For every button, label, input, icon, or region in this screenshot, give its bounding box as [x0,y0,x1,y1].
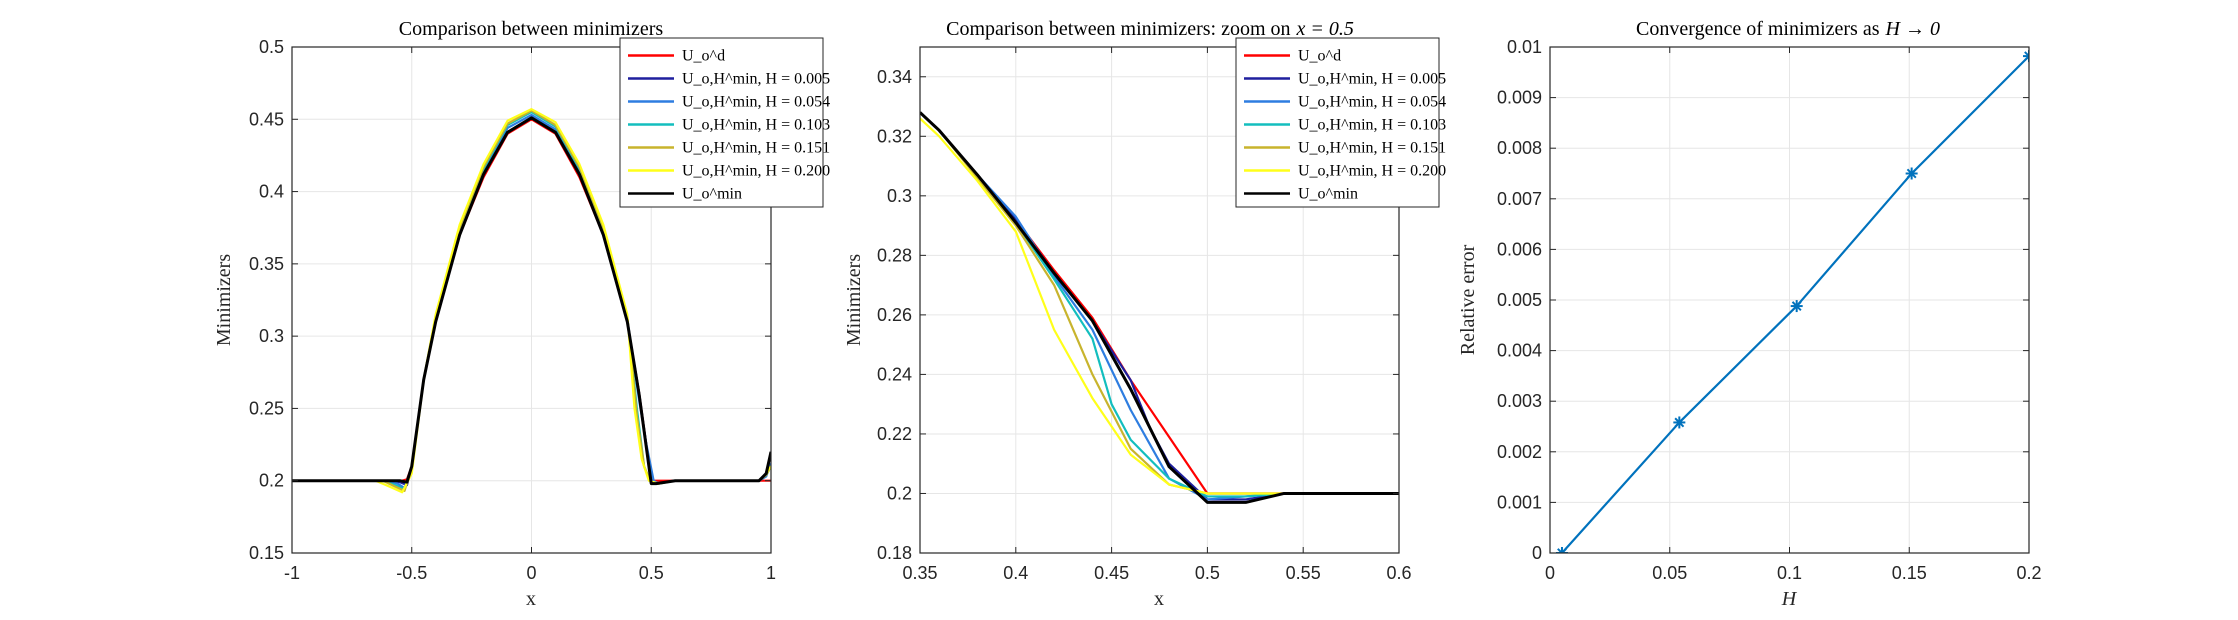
legend-entry: U_o^d [1298,48,1341,65]
legend-entry: U_o,H^min, H = 0.054 [682,94,830,111]
data-point-marker [1790,300,1803,313]
chart-title-main: Comparison between minimizers: zoom on [946,18,1290,40]
x-tick-label: -1 [284,563,300,583]
data-point-marker [1555,547,1568,553]
x-tick-label: 0.5 [639,563,664,583]
legend-entry: U_o,H^min, H = 0.005 [682,71,830,88]
y-tick-label: 0 [1532,543,1542,563]
y-tick-label: 0.2 [887,483,912,503]
x-tick-label: 0.5 [1195,563,1220,583]
chart-title: Comparison between minimizers: zoom on x … [946,18,1354,40]
x-tick-label: 0 [1545,563,1555,583]
legend: U_o^d U_o,H^min, H = 0.005 U_o,H^min, H = … [1235,37,1446,208]
x-tick-label: 0.05 [1652,563,1687,583]
y-tick-label: 0.18 [877,543,912,563]
x-tick-label: 0.6 [1386,563,1411,583]
axes-box [919,46,1400,554]
y-tick-label: 0.009 [1497,88,1542,108]
legend-entry: U_o,H^min, H = 0.151 [1298,140,1446,157]
x-tick-label: 0.45 [1094,563,1129,583]
series-group [292,108,771,494]
x-tick-label: 0.1 [1777,563,1802,583]
y-axis-label: Minimizers [843,254,865,346]
legend-entry: U_o^d [682,48,725,65]
ticks: 0.35 0.4 0.45 0.5 0.55 0.6 0.18 0.2 0.22 0.24 0.26… [877,47,1412,583]
legend-entry: U_o,H^min, H = 0.151 [682,140,830,157]
y-tick-label: 0.5 [259,37,284,57]
ticks: -1 -0.5 0 0.5 1 0.15 0.2 0.25 0.3 0.35 0.4 0.45 0.5 [249,37,776,583]
y-tick-label: 0.4 [259,182,284,202]
y-tick-label: 0.26 [877,305,912,325]
series-line-6 [920,111,1399,504]
series-line-6 [292,116,771,486]
y-tick-label: 0.004 [1497,341,1542,361]
data-point-marker [1673,416,1686,429]
y-tick-label: 0.25 [249,398,284,418]
y-tick-label: 0.003 [1497,391,1542,411]
x-tick-label: 0.55 [1286,563,1321,583]
x-tick-label: -0.5 [396,563,427,583]
legend-entry: U_o,H^min, H = 0.103 [682,117,830,134]
series-group [920,111,1399,504]
chart-panel-comparison: Comparison between minimizers -1 -0.5 0 0.5… [213,18,830,610]
x-tick-label: 0.4 [1003,563,1028,583]
legend-box [1235,37,1440,208]
y-axis-label: Minimizers [213,254,235,346]
x-tick-label: 0.35 [902,563,937,583]
chart-panel-zoom: Comparison between minimizers: zoom on x … [843,18,1446,610]
x-axis-label: x [1154,588,1164,610]
y-tick-label: 0.3 [887,186,912,206]
legend-entry: U_o,H^min, H = 0.005 [1298,71,1446,88]
legend: U_o^d U_o,H^min, H = 0.005 U_o,H^min, H = … [619,37,830,208]
chart-title: Convergence of minimizers as H → 0 [1636,18,1940,40]
chart-title: Comparison between minimizers [399,18,664,40]
x-axis-label: x [526,588,536,610]
y-axis-label: Relative error [1457,244,1479,355]
chart-title-math: x = 0.5 [1296,18,1354,40]
data-point-marker [1905,167,1918,180]
y-tick-label: 0.006 [1497,239,1542,259]
y-tick-label: 0.005 [1497,290,1542,310]
y-tick-label: 0.45 [249,109,284,129]
y-tick-label: 0.15 [249,543,284,563]
legend-entry: U_o^min [682,186,742,203]
y-tick-label: 0.34 [877,67,912,87]
chart-title-main: Convergence of minimizers as [1636,18,1880,40]
legend-entry: U_o,H^min, H = 0.200 [682,163,830,180]
y-tick-label: 0.2 [259,471,284,491]
x-tick-label: 1 [766,563,776,583]
x-tick-label: 0.15 [1892,563,1927,583]
y-tick-label: 0.28 [877,245,912,265]
y-tick-label: 0.01 [1507,37,1542,57]
y-tick-label: 0.24 [877,364,912,384]
x-tick-label: 0.2 [2016,563,2041,583]
y-tick-label: 0.007 [1497,189,1542,209]
chart-panel-convergence: Convergence of minimizers as H → 0 0 0.05 0… [1457,18,2042,610]
y-tick-label: 0.22 [877,424,912,444]
legend-entry: U_o,H^min, H = 0.103 [1298,117,1446,134]
x-tick-label: 0 [526,563,536,583]
series-group [1555,50,2029,553]
ticks: 0 0.05 0.1 0.15 0.2 0 0.001 0.002 0.003 0.004 0.00… [1497,37,2042,583]
y-tick-label: 0.002 [1497,442,1542,462]
y-tick-label: 0.35 [249,254,284,274]
legend-entry: U_o^min [1298,186,1358,203]
y-tick-label: 0.001 [1497,492,1542,512]
x-axis-label: H [1781,588,1798,610]
y-tick-label: 0.008 [1497,138,1542,158]
legend-box [619,37,824,208]
legend-entry: U_o,H^min, H = 0.200 [1298,163,1446,180]
y-tick-label: 0.32 [877,126,912,146]
y-tick-label: 0.3 [259,326,284,346]
chart-title-math: H → 0 [1885,18,1940,40]
data-point-marker [2023,50,2029,63]
legend-entry: U_o,H^min, H = 0.054 [1298,94,1446,111]
